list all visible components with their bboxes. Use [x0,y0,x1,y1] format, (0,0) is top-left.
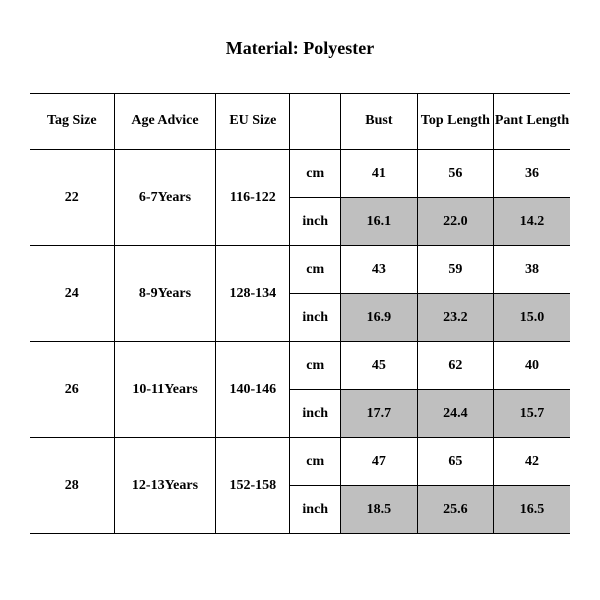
col-eu-size: EU Size [216,94,290,150]
cell-age: 10-11Years [114,342,216,438]
cell-top: 62 [417,342,493,390]
cell-tag: 22 [30,150,114,246]
cell-unit: cm [290,246,341,294]
cell-pant: 42 [494,438,570,486]
cell-eu: 152-158 [216,438,290,534]
cell-bust: 16.1 [341,198,417,246]
cell-top: 23.2 [417,294,493,342]
cell-bust: 17.7 [341,390,417,438]
col-age-advice: Age Advice [114,94,216,150]
cell-bust: 18.5 [341,486,417,534]
table-row: 24 8-9Years 128-134 cm 43 59 38 [30,246,570,294]
table-body: 22 6-7Years 116-122 cm 41 56 36 inch 16.… [30,150,570,534]
col-pant-length: Pant Length [494,94,570,150]
header-row: Tag Size Age Advice EU Size Bust Top Len… [30,94,570,150]
cell-pant: 40 [494,342,570,390]
cell-unit: inch [290,390,341,438]
cell-top: 56 [417,150,493,198]
col-tag-size: Tag Size [30,94,114,150]
cell-tag: 26 [30,342,114,438]
cell-age: 12-13Years [114,438,216,534]
cell-bust: 47 [341,438,417,486]
cell-bust: 43 [341,246,417,294]
cell-unit: cm [290,342,341,390]
cell-bust: 41 [341,150,417,198]
cell-age: 6-7Years [114,150,216,246]
cell-pant: 14.2 [494,198,570,246]
cell-unit: cm [290,438,341,486]
material-title: Material: Polyester [30,38,570,59]
size-table: Tag Size Age Advice EU Size Bust Top Len… [30,93,570,534]
table-row: 28 12-13Years 152-158 cm 47 65 42 [30,438,570,486]
cell-pant: 15.0 [494,294,570,342]
cell-tag: 24 [30,246,114,342]
cell-bust: 45 [341,342,417,390]
cell-pant: 15.7 [494,390,570,438]
cell-unit: inch [290,486,341,534]
cell-unit: inch [290,198,341,246]
cell-top: 25.6 [417,486,493,534]
cell-pant: 38 [494,246,570,294]
cell-age: 8-9Years [114,246,216,342]
cell-bust: 16.9 [341,294,417,342]
col-unit [290,94,341,150]
cell-eu: 128-134 [216,246,290,342]
cell-top: 24.4 [417,390,493,438]
col-top-length: Top Length [417,94,493,150]
cell-tag: 28 [30,438,114,534]
cell-pant: 16.5 [494,486,570,534]
col-bust: Bust [341,94,417,150]
cell-eu: 140-146 [216,342,290,438]
cell-top: 22.0 [417,198,493,246]
cell-unit: inch [290,294,341,342]
size-chart: Material: Polyester Tag Size Age Advice … [0,0,600,534]
cell-top: 59 [417,246,493,294]
table-row: 22 6-7Years 116-122 cm 41 56 36 [30,150,570,198]
cell-unit: cm [290,150,341,198]
cell-top: 65 [417,438,493,486]
table-row: 26 10-11Years 140-146 cm 45 62 40 [30,342,570,390]
cell-pant: 36 [494,150,570,198]
cell-eu: 116-122 [216,150,290,246]
